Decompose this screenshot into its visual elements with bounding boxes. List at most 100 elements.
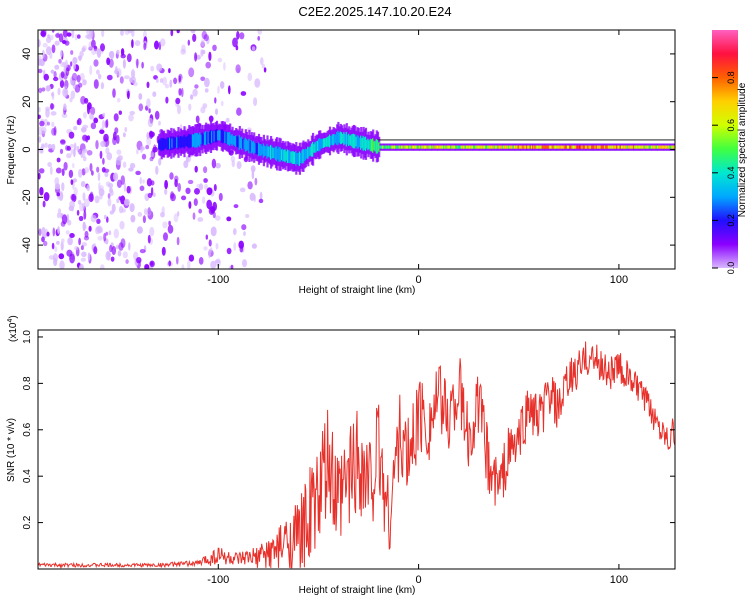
heatmap-cell bbox=[133, 81, 138, 87]
heatmap-cell bbox=[663, 145, 666, 149]
heatmap-cell bbox=[251, 141, 255, 153]
heatmap-cell bbox=[93, 79, 99, 89]
y-tick-label: 0.6 bbox=[22, 422, 33, 436]
heatmap-cell bbox=[46, 231, 50, 237]
heatmap-cell bbox=[53, 71, 57, 79]
heatmap-cell bbox=[68, 205, 75, 211]
heatmap-cell bbox=[232, 136, 235, 145]
heatmap-cell bbox=[76, 74, 81, 83]
heatmap-cell bbox=[105, 118, 109, 128]
heatmap-cell bbox=[70, 61, 73, 67]
heatmap-cell bbox=[59, 148, 64, 154]
heatmap-cell bbox=[381, 145, 384, 149]
heatmap-cell bbox=[277, 148, 280, 160]
heatmap-cell bbox=[575, 145, 578, 149]
heatmap-cell bbox=[429, 145, 432, 149]
heatmap-cell bbox=[338, 132, 341, 143]
heatmap-cell bbox=[535, 145, 538, 149]
heatmap-cell bbox=[158, 120, 161, 126]
heatmap-cell bbox=[89, 65, 93, 76]
heatmap-cell bbox=[87, 104, 90, 115]
heatmap-cell bbox=[422, 145, 425, 149]
heatmap-cell bbox=[432, 145, 435, 149]
heatmap-cell bbox=[357, 135, 360, 149]
heatmap-cell bbox=[136, 148, 139, 155]
heatmap-cell bbox=[285, 151, 288, 161]
heatmap-cell bbox=[71, 193, 77, 203]
heatmap-cell bbox=[206, 187, 213, 196]
heatmap-cell bbox=[78, 237, 81, 246]
spectrogram-x-ticks: -100 0 100 bbox=[207, 30, 628, 286]
heatmap-cell bbox=[221, 129, 225, 144]
heatmap-cell bbox=[303, 149, 306, 162]
heatmap-cell bbox=[456, 145, 459, 149]
heatmap-cell bbox=[358, 137, 362, 148]
heatmap-cell bbox=[51, 242, 55, 250]
heatmap-cell bbox=[214, 97, 217, 104]
heatmap-cell bbox=[542, 145, 545, 149]
heatmap-cell bbox=[108, 58, 114, 68]
heatmap-cell bbox=[74, 34, 78, 41]
heatmap-cell bbox=[143, 42, 147, 51]
heatmap-cell bbox=[640, 145, 643, 149]
heatmap-cell bbox=[361, 138, 364, 149]
heatmap-cell bbox=[414, 145, 417, 149]
heatmap-cell bbox=[437, 145, 440, 149]
heatmap-cell bbox=[380, 145, 383, 149]
heatmap-cell bbox=[163, 232, 168, 242]
heatmap-cell bbox=[146, 178, 152, 187]
heatmap-cell bbox=[95, 140, 99, 150]
heatmap-cell bbox=[83, 112, 87, 119]
heatmap-cell bbox=[202, 196, 206, 204]
heatmap-cell bbox=[374, 140, 377, 152]
heatmap-cell bbox=[210, 206, 216, 214]
heatmap-cell bbox=[59, 260, 65, 269]
heatmap-cell bbox=[50, 111, 57, 116]
heatmap-cell bbox=[274, 146, 277, 161]
heatmap-cell bbox=[38, 68, 43, 74]
heatmap-cell bbox=[340, 132, 344, 144]
heatmap-cell bbox=[666, 145, 669, 149]
heatmap-cell bbox=[643, 145, 646, 149]
heatmap-cell bbox=[421, 145, 424, 149]
heatmap-cell bbox=[51, 143, 56, 151]
heatmap-cell bbox=[213, 184, 217, 192]
heatmap-cell bbox=[146, 136, 152, 146]
heatmap-cell bbox=[131, 39, 134, 49]
heatmap-cell bbox=[181, 87, 184, 98]
heatmap-cell bbox=[351, 134, 354, 148]
heatmap-cell bbox=[162, 221, 168, 229]
heatmap-cell bbox=[174, 179, 178, 188]
heatmap-cell bbox=[423, 145, 426, 149]
heatmap-cell bbox=[203, 132, 207, 145]
heatmap-cell bbox=[93, 246, 98, 255]
heatmap-cell bbox=[76, 119, 80, 125]
heatmap-cell bbox=[100, 82, 104, 90]
heatmap-cell bbox=[188, 103, 192, 111]
heatmap-cell bbox=[56, 240, 60, 245]
heatmap-cell bbox=[606, 145, 609, 149]
heatmap-cell bbox=[187, 39, 190, 46]
heatmap-cell bbox=[207, 131, 210, 144]
heatmap-cell bbox=[61, 168, 65, 176]
heatmap-cell bbox=[175, 97, 181, 105]
heatmap-cell bbox=[655, 145, 658, 149]
heatmap-cell bbox=[203, 34, 209, 42]
heatmap-cell bbox=[96, 226, 101, 232]
heatmap-cell bbox=[83, 235, 90, 241]
heatmap-cell bbox=[524, 145, 527, 149]
y-tick-label: 0.8 bbox=[22, 376, 33, 390]
heatmap-cell bbox=[467, 145, 470, 149]
heatmap-cell bbox=[141, 153, 147, 160]
heatmap-cell bbox=[515, 145, 518, 149]
heatmap-cell bbox=[41, 87, 46, 92]
heatmap-cell bbox=[253, 97, 258, 107]
heatmap-cell bbox=[312, 141, 315, 157]
heatmap-cell bbox=[176, 236, 180, 246]
heatmap-cell bbox=[195, 132, 198, 148]
heatmap-cell bbox=[268, 146, 271, 158]
heatmap-cell bbox=[548, 145, 551, 149]
heatmap-cell bbox=[167, 224, 174, 234]
heatmap-cell bbox=[87, 252, 91, 261]
heatmap-cell bbox=[660, 145, 663, 149]
